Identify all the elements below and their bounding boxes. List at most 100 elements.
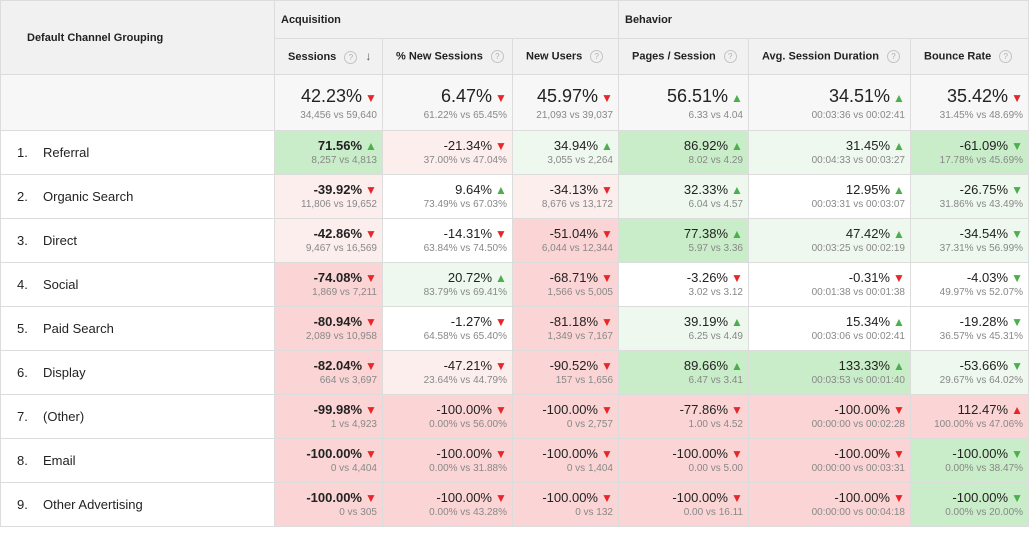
arrow-up-icon: ▲ bbox=[731, 183, 743, 197]
metric-comparison: 00:03:53 vs 00:01:40 bbox=[811, 375, 905, 386]
channel-cell: 5. Paid Search bbox=[0, 306, 275, 351]
metric-cell: -51.04% ▼ 6,044 vs 12,344 bbox=[512, 218, 619, 263]
column-header-avg-session-duration[interactable]: Avg. Session Duration? bbox=[748, 38, 911, 75]
metric-cell: -100.00% ▼ 0 vs 2,757 bbox=[512, 394, 619, 439]
channel-cell: 4. Social bbox=[0, 262, 275, 307]
metric-comparison: 0 vs 1,404 bbox=[566, 463, 613, 474]
arrow-down-icon: ▼ bbox=[1011, 359, 1023, 373]
help-icon[interactable]: ? bbox=[886, 50, 900, 63]
arrow-down-icon: ▼ bbox=[601, 227, 613, 241]
metric-comparison: 0.00% vs 38.47% bbox=[945, 463, 1024, 474]
metric-change: 47.42% bbox=[845, 226, 890, 241]
arrow-down-icon: ▼ bbox=[365, 91, 377, 105]
metric-change: -100.00% bbox=[436, 490, 492, 505]
totals-comparison: 00:03:36 vs 00:02:41 bbox=[811, 110, 905, 121]
metric-change: -4.03% bbox=[966, 270, 1009, 285]
help-icon[interactable]: ? bbox=[344, 50, 358, 64]
metric-change: -14.31% bbox=[443, 226, 492, 241]
metric-change: -53.66% bbox=[959, 358, 1009, 373]
metric-change: -100.00% bbox=[306, 490, 362, 505]
totals-cell: 6.47% ▼ 61.22% vs 65.45% bbox=[382, 74, 513, 131]
metric-change: -77.86% bbox=[679, 402, 728, 417]
metric-comparison: 29.67% vs 64.02% bbox=[939, 375, 1024, 386]
arrow-down-icon: ▼ bbox=[731, 271, 743, 285]
metric-cell: -100.00% ▼ 0 vs 132 bbox=[512, 482, 619, 527]
arrow-down-icon: ▼ bbox=[893, 271, 905, 285]
arrow-down-icon: ▼ bbox=[1011, 447, 1023, 461]
help-icon[interactable]: ? bbox=[723, 50, 737, 63]
channel-link[interactable]: Paid Search bbox=[43, 321, 114, 336]
arrow-up-icon: ▲ bbox=[731, 227, 743, 241]
arrow-up-icon: ▲ bbox=[365, 139, 377, 153]
arrow-down-icon: ▼ bbox=[495, 403, 507, 417]
metric-comparison: 0.00 vs 5.00 bbox=[688, 463, 743, 474]
totals-value: 42.23% bbox=[300, 86, 362, 106]
metric-comparison: 0.00% vs 56.00% bbox=[429, 419, 507, 430]
metric-cell: -74.08% ▼ 1,869 vs 7,211 bbox=[274, 262, 383, 307]
metric-change: -26.75% bbox=[959, 182, 1009, 197]
channel-link[interactable]: Social bbox=[43, 277, 79, 292]
arrow-down-icon: ▼ bbox=[365, 491, 377, 505]
metric-cell: -100.00% ▼ 00:00:00 vs 00:04:18 bbox=[748, 482, 911, 527]
metric-change: -100.00% bbox=[834, 402, 890, 417]
dimension-header[interactable]: Default Channel Grouping bbox=[0, 0, 275, 75]
channel-link[interactable]: (Other) bbox=[43, 409, 85, 424]
metric-comparison: 23.64% vs 44.79% bbox=[423, 375, 507, 386]
channel-link[interactable]: Referral bbox=[43, 145, 90, 160]
sort-descending-icon[interactable]: ↓ bbox=[365, 49, 372, 64]
arrow-up-icon: ▲ bbox=[1011, 403, 1023, 417]
arrow-down-icon: ▼ bbox=[1011, 315, 1023, 329]
metric-comparison: 9,467 vs 16,569 bbox=[305, 243, 377, 254]
arrow-down-icon: ▼ bbox=[601, 271, 613, 285]
column-header-bounce-rate[interactable]: Bounce Rate? bbox=[909, 38, 1030, 75]
metric-change: -61.09% bbox=[959, 138, 1009, 153]
metric-change: 15.34% bbox=[845, 314, 890, 329]
metric-cell: -99.98% ▼ 1 vs 4,923 bbox=[274, 394, 383, 439]
metric-cell: 12.95% ▲ 00:03:31 vs 00:03:07 bbox=[748, 174, 911, 219]
help-icon[interactable]: ? bbox=[590, 50, 604, 63]
help-icon[interactable]: ? bbox=[999, 50, 1013, 63]
channel-link[interactable]: Email bbox=[43, 453, 76, 468]
metric-change: 112.47% bbox=[957, 402, 1009, 417]
arrow-up-icon: ▲ bbox=[893, 139, 905, 153]
help-icon[interactable]: ? bbox=[490, 50, 504, 63]
column-header-label: Pages / Session bbox=[632, 50, 716, 63]
arrow-down-icon: ▼ bbox=[893, 491, 905, 505]
metric-change: -21.34% bbox=[443, 138, 492, 153]
channel-cell: 6. Display bbox=[0, 350, 275, 395]
channel-link[interactable]: Display bbox=[43, 365, 86, 380]
metric-comparison: 3.02 vs 3.12 bbox=[688, 287, 743, 298]
arrow-up-icon: ▲ bbox=[893, 359, 905, 373]
column-header-new-sessions[interactable]: % New Sessions? bbox=[382, 38, 513, 75]
channel-link[interactable]: Organic Search bbox=[43, 189, 134, 204]
metric-comparison: 100.00% vs 47.06% bbox=[934, 419, 1024, 430]
column-header-label: % New Sessions bbox=[396, 50, 483, 63]
metric-comparison: 11,806 vs 19,652 bbox=[301, 199, 377, 210]
metric-comparison: 6,044 vs 12,344 bbox=[541, 243, 613, 254]
arrow-up-icon: ▲ bbox=[495, 271, 507, 285]
arrow-down-icon: ▼ bbox=[365, 403, 377, 417]
metric-comparison: 2,089 vs 10,958 bbox=[305, 331, 377, 342]
metric-change: -82.04% bbox=[313, 358, 362, 373]
channel-link[interactable]: Direct bbox=[43, 233, 77, 248]
totals-comparison: 6.33 vs 4.04 bbox=[688, 110, 743, 121]
metric-change: 31.45% bbox=[845, 138, 890, 153]
arrow-up-icon: ▲ bbox=[893, 227, 905, 241]
metric-comparison: 17.78% vs 45.69% bbox=[939, 155, 1024, 166]
metric-cell: -100.00% ▼ 0 vs 4,404 bbox=[274, 438, 383, 483]
metric-change: -100.00% bbox=[542, 490, 598, 505]
metric-cell: -100.00% ▼ 0.00% vs 20.00% bbox=[909, 482, 1030, 527]
channel-link[interactable]: Other Advertising bbox=[43, 497, 143, 512]
metric-comparison: 00:03:06 vs 00:02:41 bbox=[811, 331, 905, 342]
metric-cell: -47.21% ▼ 23.64% vs 44.79% bbox=[382, 350, 513, 395]
column-header-new-users[interactable]: New Users? bbox=[512, 38, 619, 75]
column-header-sessions[interactable]: Sessions? ↓ bbox=[274, 38, 383, 75]
metric-comparison: 1,566 vs 5,005 bbox=[547, 287, 613, 298]
metric-change: 32.33% bbox=[683, 182, 728, 197]
metric-change: -47.21% bbox=[443, 358, 492, 373]
table-row: 4. Social -74.08% ▼ 1,869 vs 7,211 20.72% ▲ 83.… bbox=[0, 262, 1030, 307]
metric-cell: 77.38% ▲ 5.97 vs 3.36 bbox=[618, 218, 749, 263]
metric-change: -42.86% bbox=[313, 226, 362, 241]
column-header-pages-session[interactable]: Pages / Session? bbox=[618, 38, 749, 75]
